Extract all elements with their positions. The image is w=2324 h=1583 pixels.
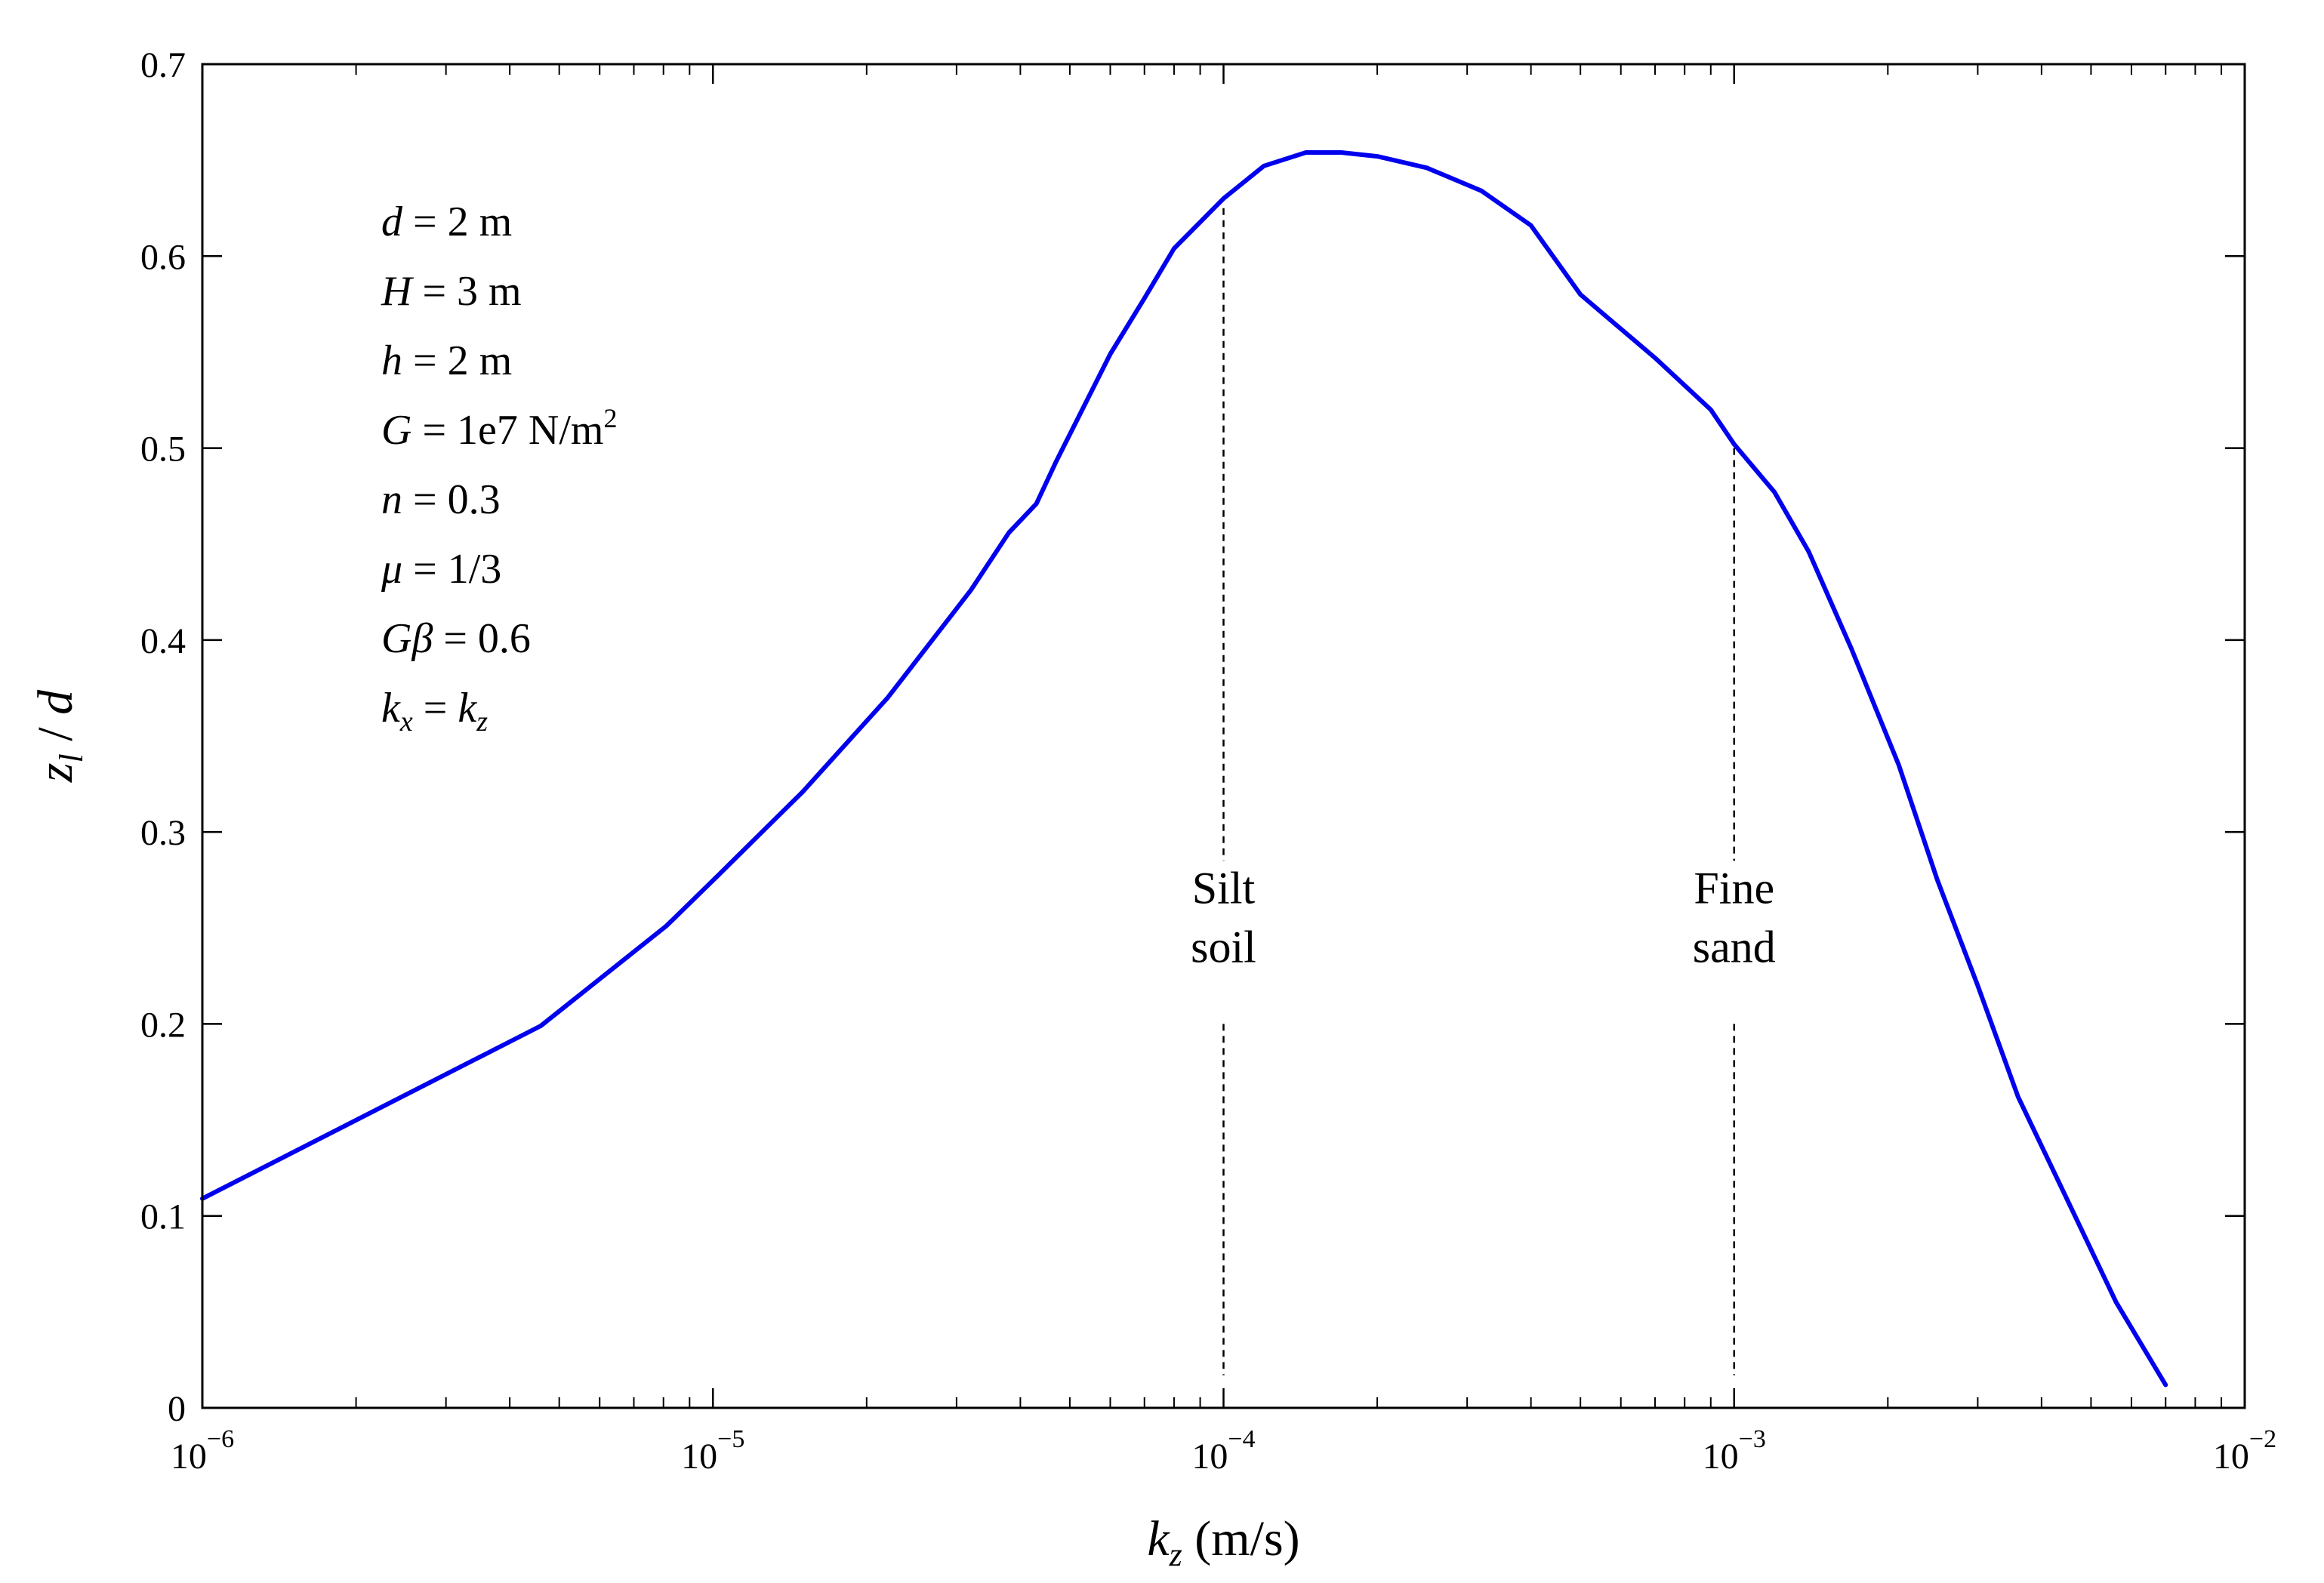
y-tick-label: 0.7 (140, 45, 186, 85)
series-layer (200, 150, 2168, 1387)
x-tick-label: 10−6 (171, 1425, 234, 1477)
reference-lines (1222, 208, 1735, 1375)
parameter-line: kx = kz (381, 685, 488, 738)
parameter-line: H = 3 m (381, 268, 522, 315)
y-tick-label: 0.4 (140, 621, 186, 661)
y-tick-label: 0.1 (140, 1197, 186, 1237)
parameter-line: Gβ = 0.6 (381, 615, 531, 662)
x-tick-label: 10−4 (1191, 1425, 1255, 1477)
parameter-box: d = 2 m H = 3 m h = 2 m G = 1e7 N/m2 n = 0.3… (381, 199, 617, 738)
y-tick-label: 0.3 (140, 813, 186, 853)
y-tick-label: 0.2 (140, 1005, 186, 1045)
reference-label: sand (1693, 922, 1776, 972)
parameter-line: h = 2 m (381, 337, 512, 384)
reference-label: soil (1191, 922, 1256, 972)
x-tick-label: 10−3 (1703, 1425, 1766, 1477)
parameter-line: G = 1e7 N/m2 (381, 403, 617, 454)
labels-layer: 10−6 10−5 10−4 10−3 10−2 0 0.1 0.2 0.3 0.4 0.5 0.6 0… (140, 45, 2276, 1477)
y-tick-label: 0.5 (140, 430, 186, 470)
series-line (200, 150, 2168, 1387)
x-tick-label: 10−5 (681, 1425, 744, 1477)
parameter-line: d = 2 m (381, 199, 512, 245)
x-axis-title: kz (m/s) (1147, 1511, 1299, 1573)
y-tick-label: 0.6 (140, 237, 186, 277)
reference-label: Fine (1694, 864, 1774, 913)
parameter-line: μ = 1/3 (381, 546, 501, 593)
plot-frame (201, 63, 2246, 1409)
y-tick-label: 0 (168, 1389, 186, 1429)
x-tick-label: 10−2 (2213, 1425, 2276, 1477)
parameter-line: n = 0.3 (381, 476, 501, 523)
y-axis-title: zl / d (28, 689, 90, 783)
reference-label: Silt (1192, 864, 1256, 913)
